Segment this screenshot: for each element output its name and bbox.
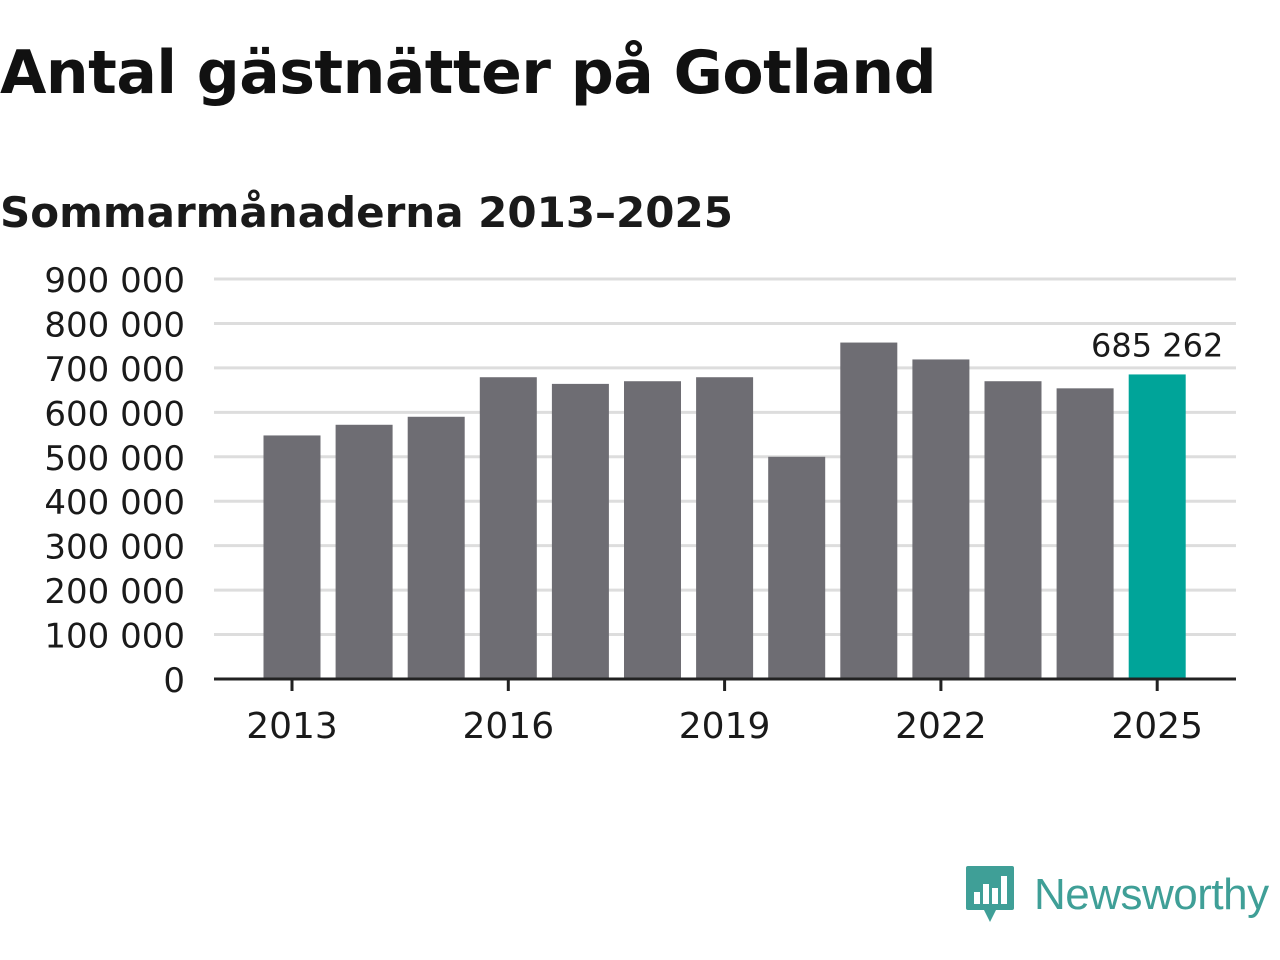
bars <box>263 342 1186 679</box>
annotations: 685 262 <box>1091 326 1223 364</box>
bar-2014 <box>335 424 393 679</box>
chart-subtitle: Sommarmånaderna 2013–2025 <box>0 188 733 237</box>
bar-2017 <box>551 383 609 679</box>
newsworthy-logo-icon <box>966 866 1014 922</box>
y-tick-label: 0 <box>163 661 185 701</box>
data-label-2025: 685 262 <box>1091 326 1223 364</box>
y-tick-label: 600 000 <box>44 394 185 434</box>
chart-title: Antal gästnätter på Gotland <box>0 38 937 108</box>
y-tick-label: 900 000 <box>44 261 185 301</box>
bar-2013 <box>263 435 321 679</box>
x-tick-label: 2019 <box>679 706 771 747</box>
bar-2024 <box>1056 388 1114 679</box>
brand-logo: Newsworthy <box>964 864 1269 926</box>
y-tick-label: 300 000 <box>44 528 185 568</box>
bar-2025 <box>1128 374 1186 679</box>
y-tick-label: 100 000 <box>44 617 185 657</box>
bar-2015 <box>407 416 465 679</box>
y-tick-label: 800 000 <box>44 305 185 345</box>
brand-name: Newsworthy <box>1034 870 1269 919</box>
x-tick-label: 2016 <box>462 706 554 747</box>
y-tick-label: 500 000 <box>44 439 185 479</box>
y-tick-label: 700 000 <box>44 350 185 390</box>
x-axis-tick-labels: 2013 2016 2019 2022 2025 <box>246 679 1203 747</box>
bar-2016 <box>479 377 537 679</box>
x-tick-label: 2013 <box>246 706 338 747</box>
y-tick-label: 400 000 <box>44 483 185 523</box>
bar-2020 <box>768 456 826 679</box>
x-tick-label: 2022 <box>895 706 987 747</box>
y-tick-label: 200 000 <box>44 572 185 612</box>
bar-2018 <box>624 381 681 679</box>
bar-2019 <box>696 377 754 679</box>
x-tick-label: 2025 <box>1111 706 1203 747</box>
bar-2023 <box>984 381 1042 679</box>
bar-2022 <box>912 359 970 679</box>
bar-2021 <box>840 342 898 679</box>
